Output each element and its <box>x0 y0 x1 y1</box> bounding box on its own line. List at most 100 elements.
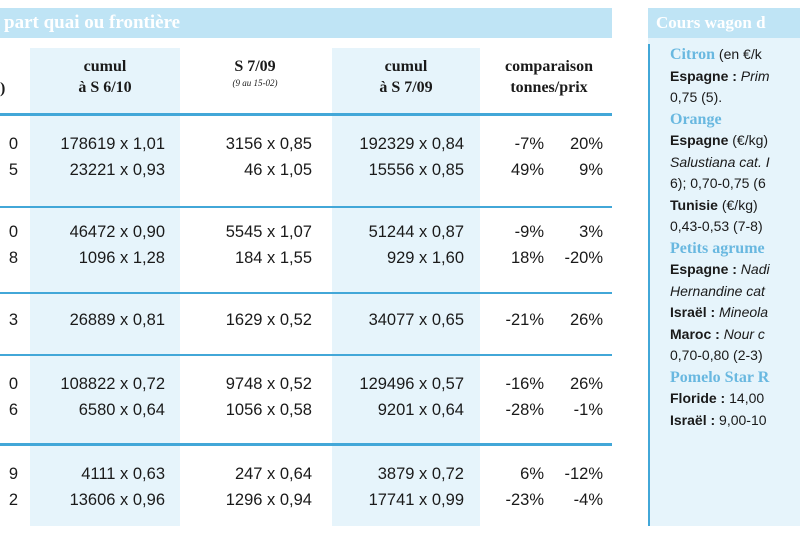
sidebar-text: Mineola <box>719 304 769 320</box>
s7-cell: 9748 x 0,52 <box>225 375 312 393</box>
sidebar-text: 9,00-10 <box>719 411 767 428</box>
row-stub: 8 <box>8 249 18 267</box>
sidebar-line: Floride : 14,00 <box>670 388 800 410</box>
stub-header: ) <box>0 80 6 97</box>
sidebar-line: Orange <box>670 109 800 131</box>
cumul-s7-cell: 9201 x 0,64 <box>377 401 464 419</box>
sidebar-line: Salustiana cat. I <box>670 152 800 174</box>
comparison-tonnes-cell: 49% <box>510 161 544 179</box>
s7-cell: 1056 x 0,58 <box>225 401 312 419</box>
row-stub: 9 <box>8 465 18 483</box>
comparison-tonnes-cell: -23% <box>505 491 544 509</box>
sidebar-line: Maroc : Nour c <box>670 324 800 346</box>
comparison-price-cell: 9% <box>579 161 603 179</box>
sidebar-text: 6); 0,70-0,75 (6 <box>670 175 766 191</box>
cumul-s7-cell: 15556 x 0,85 <box>368 161 464 179</box>
row-stub: 0 <box>8 375 18 393</box>
s7-cell: 1296 x 0,94 <box>225 491 312 509</box>
s7-cell: 46 x 1,05 <box>244 161 312 179</box>
table-title: part quai ou frontière <box>0 8 612 38</box>
section-heading: Citron <box>670 46 716 63</box>
header-divider <box>0 113 612 116</box>
sidebar-line: Tunisie (€/kg) <box>670 195 800 217</box>
cumul-s6-cell: 23221 x 0,93 <box>69 161 165 179</box>
comparison-price-cell: 3% <box>579 223 603 241</box>
cumul-s7-cell: 51244 x 0,87 <box>368 223 464 241</box>
sidebar-line: Hernandine cat <box>670 281 800 303</box>
s7-cell: 1629 x 0,52 <box>225 311 312 329</box>
sidebar-title: Cours wagon d <box>648 8 800 38</box>
comparison-tonnes-cell: 6% <box>520 465 544 483</box>
group-divider <box>0 443 612 446</box>
s7-cell: 247 x 0,64 <box>234 465 312 483</box>
comparison-price-cell: 26% <box>569 375 603 393</box>
cumul-s6-cell: 6580 x 0,64 <box>78 401 165 419</box>
sidebar-line: Citron (en €/k <box>670 44 800 66</box>
cumul-s7-cell: 34077 x 0,65 <box>368 311 464 329</box>
s7-cell: 184 x 1,55 <box>234 249 312 267</box>
section-heading: Pomelo Star R <box>670 368 770 386</box>
sidebar-text: 0,43-0,53 (7-8) <box>670 218 763 234</box>
sidebar-text: Hernandine cat <box>670 282 765 299</box>
sidebar-text: Israël : <box>670 304 720 320</box>
sidebar-text: Espagne <box>670 132 729 148</box>
sidebar-text: Israël : <box>670 411 720 428</box>
cumul-s6-cell: 26889 x 0,81 <box>69 311 165 329</box>
sidebar-line: Petits agrume <box>670 238 800 260</box>
row-stub: 5 <box>8 161 18 179</box>
sidebar-text: Espagne : <box>670 261 741 277</box>
sidebar-text: Prim <box>740 67 770 84</box>
comparison-tonnes-cell: -21% <box>505 311 544 329</box>
sidebar-text: (€/kg) <box>717 196 758 213</box>
sidebar-line: 0,43-0,53 (7-8) <box>670 216 800 238</box>
sidebar-body: Citron (en €/k Espagne : Prim 0,75 (5). Ora… <box>648 44 800 526</box>
cumul-s7-cell: 929 x 1,60 <box>386 249 464 267</box>
comparison-tonnes-cell: -9% <box>514 223 544 241</box>
comparison-price-cell: -4% <box>573 491 603 509</box>
row-stub: 0 <box>8 135 18 153</box>
sidebar-line: 0,70-0,80 (2-3) <box>670 345 800 367</box>
sidebar-line: Espagne : Prim <box>670 66 800 88</box>
sidebar-line: Espagne (€/kg) <box>670 130 800 152</box>
sidebar-text: (€/kg) <box>728 132 769 148</box>
price-table: part quai ou frontière ) cumul à S 6/10 … <box>0 8 612 526</box>
cumul-s6-cell: 4111 x 0,63 <box>81 465 165 483</box>
group-divider <box>0 354 612 356</box>
comparison-price-cell: -12% <box>564 465 603 483</box>
cumul-s6-cell: 178619 x 1,01 <box>60 135 165 153</box>
row-stub: 3 <box>8 311 18 329</box>
cumul-s7-cell: 192329 x 0,84 <box>359 135 464 153</box>
column-header: cumul à S 7/09 <box>379 58 433 96</box>
row-stub: 2 <box>8 491 18 509</box>
column-stripe <box>332 48 480 526</box>
cumul-s6-cell: 108822 x 0,72 <box>60 375 165 393</box>
comparison-tonnes-cell: -28% <box>505 401 544 419</box>
sidebar-text: Nadi <box>740 261 770 277</box>
sidebar-text: 14,00 <box>729 390 765 406</box>
sidebar-line: Israël : 9,00-10 <box>670 410 800 432</box>
sidebar-text: Nour c <box>723 325 765 342</box>
comparison-price-cell: -1% <box>573 401 603 419</box>
wagon-prices-sidebar: Cours wagon d Citron (en €/k Espagne : Pr… <box>648 8 800 526</box>
row-stub: 6 <box>8 401 18 419</box>
column-header: comparaison tonnes/prix <box>505 58 593 96</box>
sidebar-text: (en €/k <box>715 46 762 62</box>
sidebar-line: Pomelo Star R <box>670 367 800 389</box>
sidebar-line: Israël : Mineola <box>670 302 800 324</box>
sidebar-text: Tunisie <box>670 196 718 213</box>
row-stub: 0 <box>8 223 18 241</box>
comparison-tonnes-cell: -7% <box>514 135 544 153</box>
sidebar-text: 0,75 (5). <box>670 89 723 105</box>
column-header: cumul à S 6/10 <box>78 58 132 96</box>
column-header: S 7/09 (9 au 15-02) <box>232 58 278 88</box>
cumul-s7-cell: 129496 x 0,57 <box>359 375 464 393</box>
comparison-tonnes-cell: -16% <box>505 375 544 393</box>
cumul-s7-cell: 17741 x 0,99 <box>368 491 464 509</box>
cumul-s6-cell: 46472 x 0,90 <box>69 223 165 241</box>
column-stripe <box>30 48 180 526</box>
section-heading: Orange <box>670 110 722 128</box>
comparison-tonnes-cell: 18% <box>510 249 544 267</box>
comparison-price-cell: -20% <box>564 249 603 267</box>
cumul-s6-cell: 1096 x 1,28 <box>78 249 165 267</box>
s7-cell: 3156 x 0,85 <box>225 135 312 153</box>
